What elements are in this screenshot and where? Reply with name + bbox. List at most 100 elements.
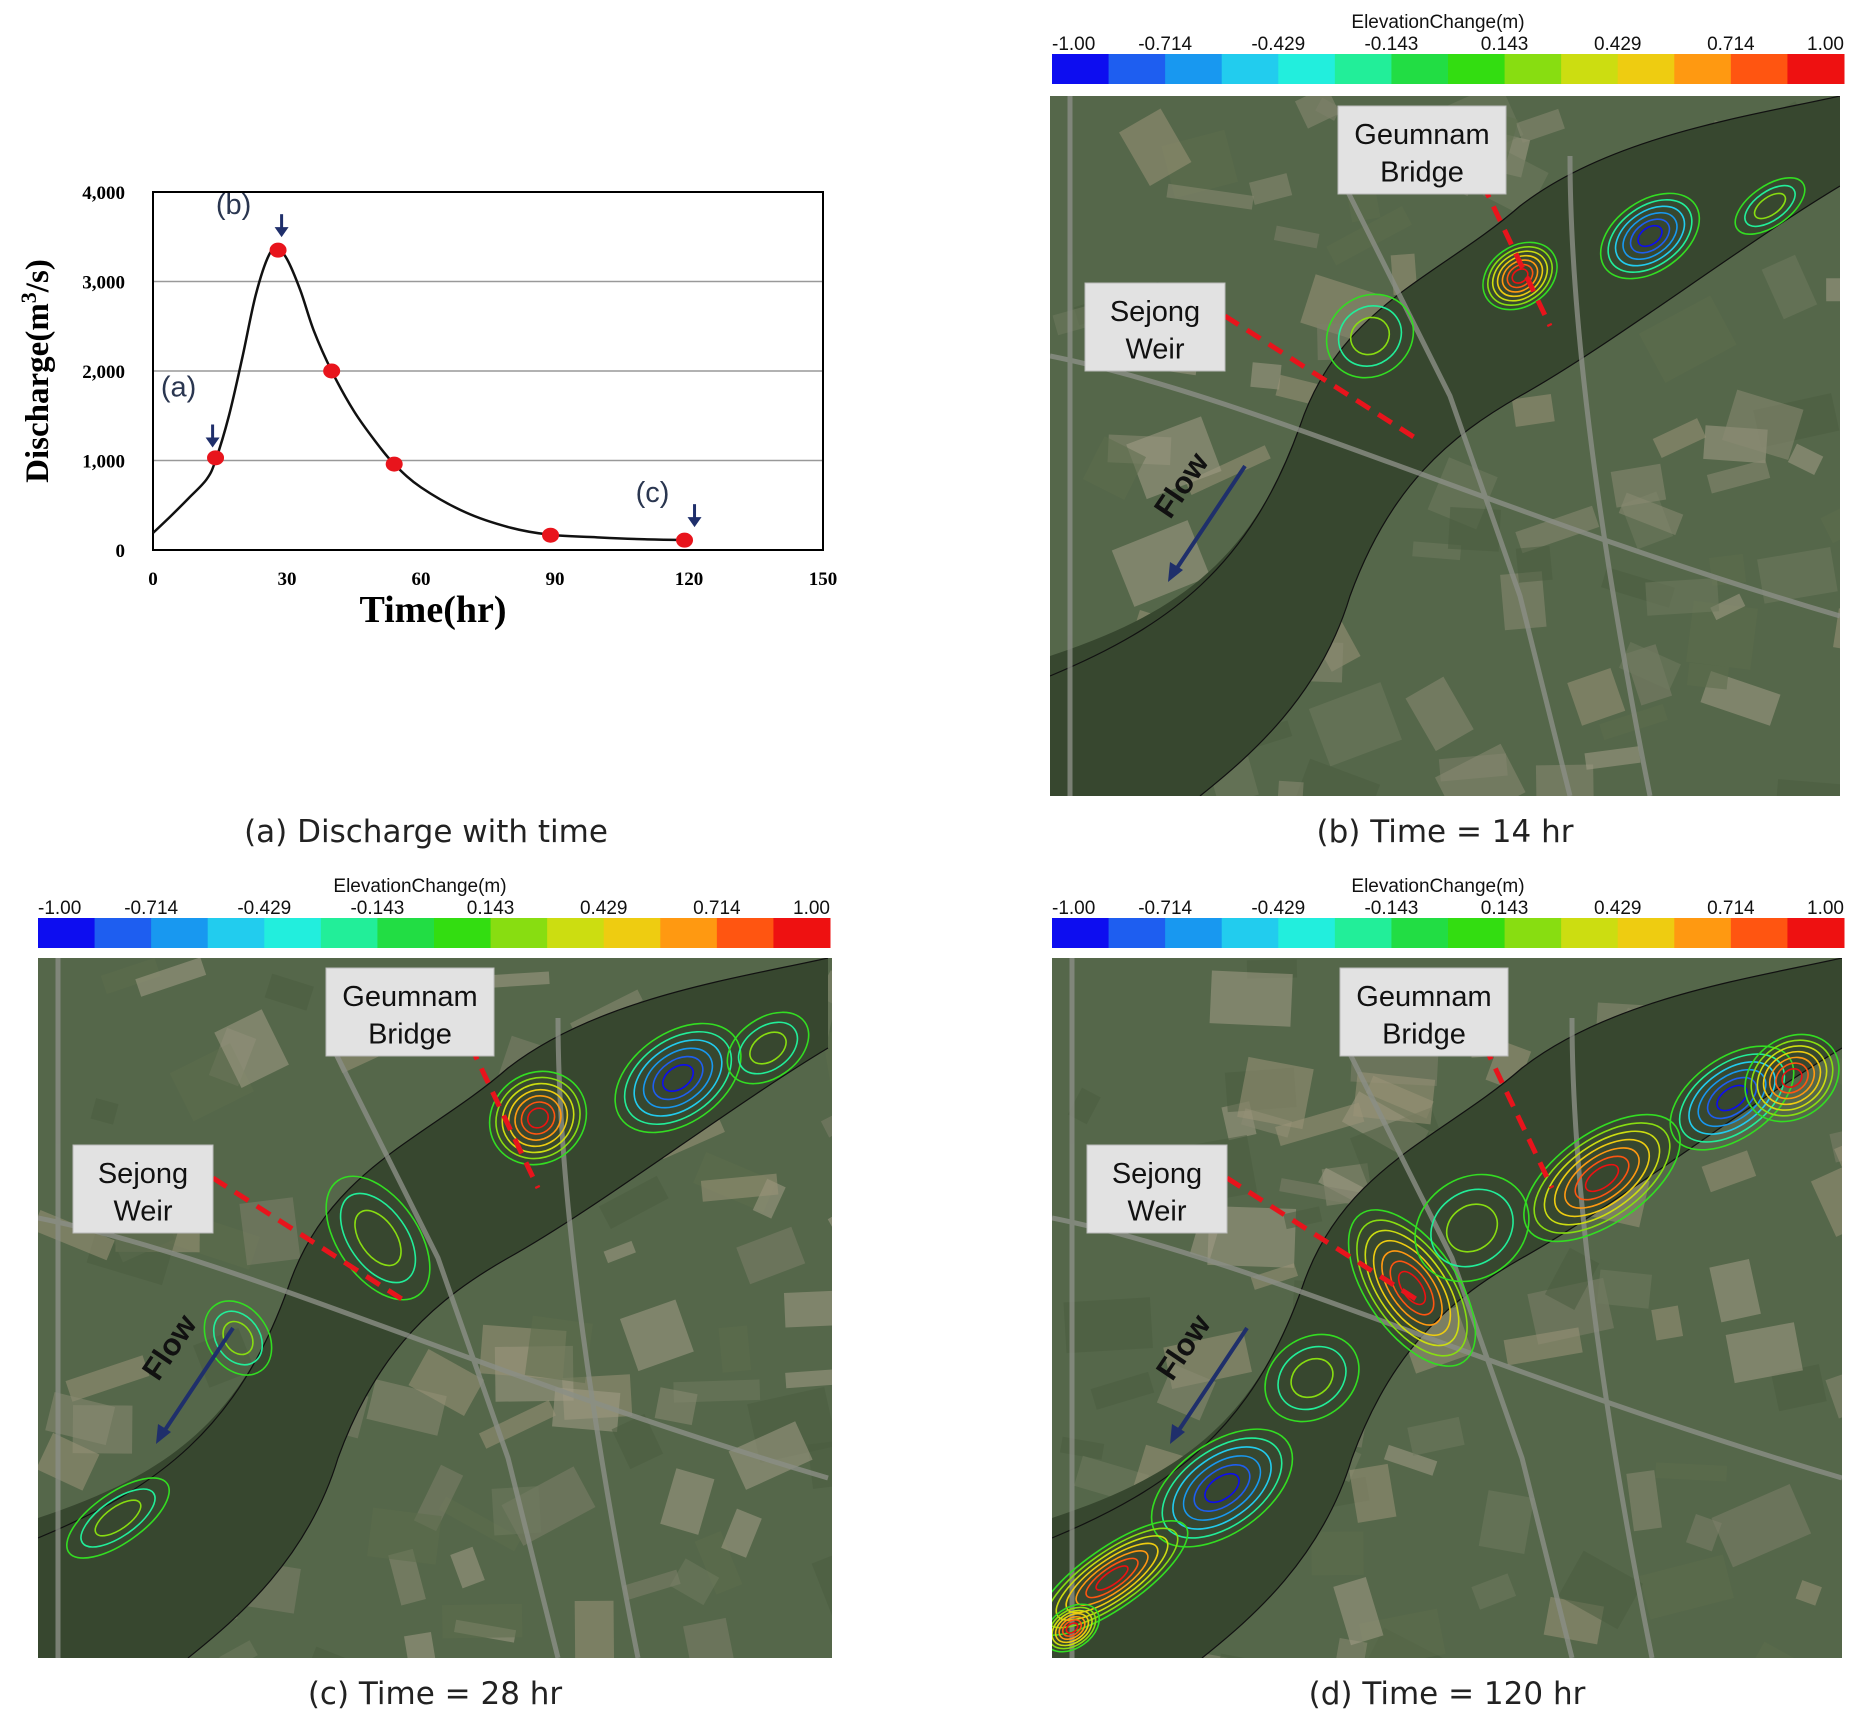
label-box bbox=[1337, 105, 1507, 195]
contour-line bbox=[1414, 1173, 1530, 1283]
terrain-patch bbox=[1610, 463, 1667, 508]
contour-line bbox=[1055, 1535, 1169, 1621]
data-point-marker bbox=[323, 363, 341, 379]
colorbar-tick-label: -1.00 bbox=[1052, 34, 1095, 55]
arrow-head-icon bbox=[687, 517, 702, 528]
terrain-patch bbox=[721, 1508, 762, 1558]
elevation-contours bbox=[1325, 177, 1806, 379]
contour-line bbox=[1085, 1557, 1139, 1599]
road bbox=[38, 1215, 829, 1481]
contour-line bbox=[1756, 1045, 1828, 1111]
colorbar-cell bbox=[264, 918, 322, 948]
bridge-label: Geumnam Bridge bbox=[325, 967, 495, 1057]
terrain-patch bbox=[1350, 1107, 1451, 1190]
colorbar-tick-label: 0.714 bbox=[693, 898, 741, 919]
contour-line bbox=[1052, 1603, 1100, 1653]
terrain-patch bbox=[1639, 1554, 1735, 1620]
y-tick-label: 4,000 bbox=[82, 183, 125, 204]
colorbar-tick-label: -0.714 bbox=[1138, 898, 1192, 919]
terrain-patch bbox=[1761, 254, 1818, 320]
colorbar-cell bbox=[38, 918, 96, 948]
contour-line bbox=[1337, 305, 1403, 367]
road bbox=[1052, 1215, 1842, 1481]
point-annotation-label: (b) bbox=[216, 189, 251, 221]
contour-line bbox=[726, 1011, 810, 1085]
contour-line bbox=[1744, 1033, 1840, 1123]
contour-line bbox=[1172, 1446, 1272, 1530]
y-tick-label: 1,000 bbox=[82, 452, 125, 473]
contour-line bbox=[1574, 1155, 1630, 1201]
terrain-patch bbox=[552, 1387, 621, 1432]
colorbar-cell bbox=[1504, 54, 1562, 84]
y-axis-label: Discharge(m3/s) bbox=[16, 259, 56, 483]
contour-line bbox=[1193, 1464, 1251, 1512]
plot-frame bbox=[152, 191, 824, 551]
contour-line bbox=[1052, 1527, 1179, 1629]
colorbar-cells bbox=[38, 918, 831, 948]
river-bank-line bbox=[1199, 185, 1840, 796]
colorbar-title: ElevationChange(m) bbox=[333, 876, 506, 897]
label-line-1: Sejong bbox=[98, 1158, 188, 1190]
terrain-patch bbox=[598, 1175, 669, 1229]
terrain-patch bbox=[683, 1617, 736, 1658]
arrow-head-icon bbox=[205, 437, 220, 448]
contour-line bbox=[1161, 1437, 1283, 1539]
contour-line bbox=[1052, 1609, 1093, 1647]
x-axis-label: Time(hr) bbox=[359, 589, 506, 631]
terrain-patch bbox=[1638, 295, 1737, 383]
contour-line bbox=[520, 1101, 556, 1135]
terrain-patch bbox=[1471, 1573, 1517, 1610]
contour-line bbox=[652, 1055, 704, 1101]
terrain-patch bbox=[524, 1315, 593, 1384]
terrain-patch bbox=[1249, 173, 1293, 205]
terrain-patch bbox=[1776, 779, 1840, 796]
terrain-patch bbox=[1126, 416, 1222, 500]
contour-line bbox=[1381, 1250, 1443, 1326]
contour-line bbox=[1264, 1333, 1360, 1423]
terrain-patch bbox=[65, 1355, 150, 1402]
contour-line bbox=[1349, 316, 1391, 356]
label-line-1: Geumnam bbox=[1354, 119, 1489, 151]
terrain-patch bbox=[1721, 389, 1804, 461]
data-point-marker bbox=[385, 456, 403, 472]
label-line-2: Weir bbox=[1127, 1196, 1186, 1228]
contour-line bbox=[1678, 1053, 1786, 1143]
colorbar-d: ElevationChange(m) -1.00 -0.714 -0.429 -0.1… bbox=[1052, 876, 1845, 948]
terrain-patch bbox=[1655, 1462, 1728, 1482]
contour-line bbox=[1204, 1472, 1240, 1504]
terrain-patch bbox=[694, 1530, 743, 1595]
contour-line bbox=[1599, 192, 1701, 280]
terrain-patch bbox=[1333, 1577, 1384, 1646]
colorbar-cell bbox=[1448, 54, 1506, 84]
terrain-patch bbox=[239, 1197, 301, 1266]
contour-line bbox=[1501, 259, 1539, 293]
contour-line bbox=[1607, 199, 1693, 273]
label-line-2: Weir bbox=[113, 1196, 172, 1228]
colorbar-cell bbox=[1165, 918, 1223, 948]
terrain-patch bbox=[1503, 1327, 1583, 1366]
contour-line bbox=[1356, 1219, 1468, 1357]
terrain-patch bbox=[619, 1299, 694, 1372]
x-tick-label: 0 bbox=[148, 569, 158, 590]
terrain-patch bbox=[1353, 1071, 1436, 1125]
contour-line bbox=[1750, 1039, 1834, 1117]
colorbar-tick-label: -0.429 bbox=[1251, 34, 1305, 55]
river-bank-line bbox=[187, 1047, 829, 1658]
contour-line bbox=[737, 1021, 799, 1075]
y-tick-label: 0 bbox=[116, 541, 126, 562]
caption-b: (b) Time = 14 hr bbox=[1316, 814, 1574, 850]
terrain-patch bbox=[1273, 225, 1320, 249]
label-line-1: Sejong bbox=[1112, 1158, 1202, 1190]
weir-label: Sejong Weir bbox=[1084, 282, 1226, 372]
bridge-label: Geumnam Bridge bbox=[1339, 967, 1509, 1057]
terrain-patch bbox=[45, 1392, 116, 1446]
contour-line bbox=[1052, 1606, 1097, 1650]
contour-line bbox=[1543, 1130, 1661, 1226]
terrain-patch bbox=[1567, 668, 1626, 726]
label-line-2: Bridge bbox=[1382, 1019, 1466, 1051]
colorbar-tick-label: 0.714 bbox=[1707, 898, 1755, 919]
terrain-patch bbox=[1651, 1305, 1684, 1341]
